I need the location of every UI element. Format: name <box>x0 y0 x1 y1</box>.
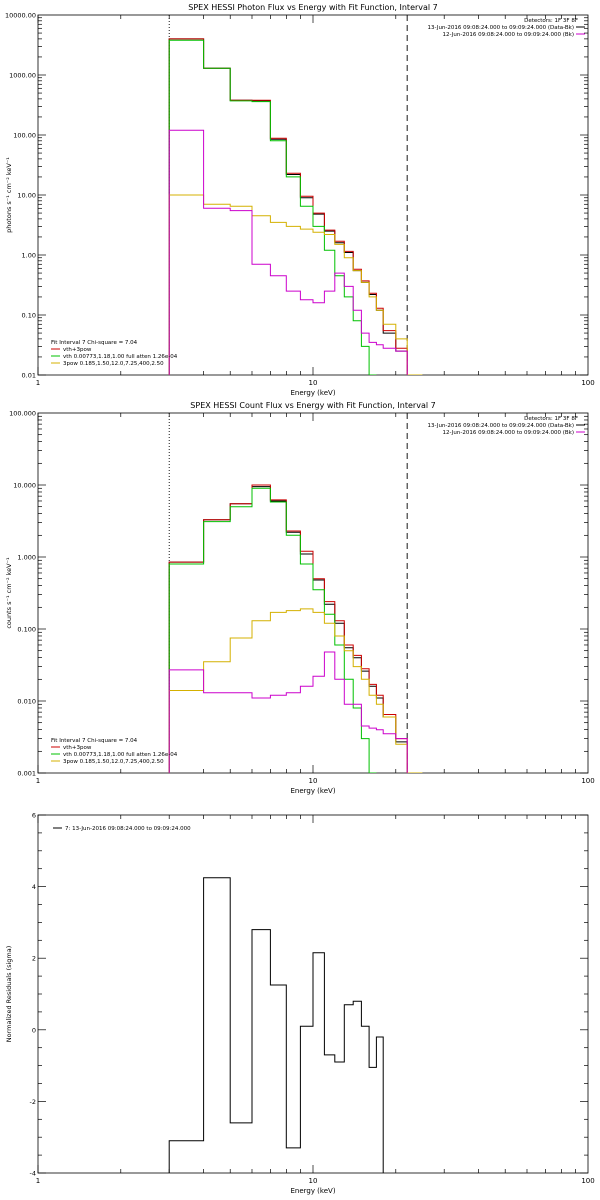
series-line-1 <box>168 877 384 1173</box>
x-tick-label: 1 <box>36 777 40 785</box>
x-tick-label: 10 <box>309 777 318 785</box>
series-line-2 <box>168 38 408 375</box>
x-tick-label: 1 <box>36 379 40 387</box>
y-tick-label: 0 <box>32 1026 36 1034</box>
x-tick-label: 100 <box>581 777 594 785</box>
fit-legend-header: Fit Interval 7 Chi-square = 7.04 <box>51 738 138 744</box>
series-line-5 <box>168 129 408 375</box>
x-tick-label: 10 <box>309 1177 318 1185</box>
series-line-4 <box>168 194 423 375</box>
x-tick-label: 100 <box>581 379 594 387</box>
y-tick-label: 0.010 <box>17 698 36 706</box>
series-line-1 <box>168 486 408 773</box>
y-tick-label: 0.01 <box>22 372 36 380</box>
y-tick-label: 100.000 <box>9 410 36 418</box>
x-tick-label: 1 <box>36 1177 40 1185</box>
fit-legend-entry-label: vth+3pow <box>63 745 92 751</box>
series-line-4 <box>168 608 423 773</box>
fit-legend-header: Fit Interval 7 Chi-square = 7.04 <box>51 340 138 346</box>
y-tick-label: 1.00 <box>22 252 36 260</box>
x-axis-label: Energy (keV) <box>290 389 335 397</box>
series-line-3 <box>168 39 377 375</box>
y-tick-label: 10.000 <box>13 482 36 490</box>
x-tick-label: 10 <box>309 379 318 387</box>
legend-entry-label: 13-Jun-2016 09:08:24.000 to 09:09:24.000… <box>428 423 574 429</box>
y-tick-label: -4 <box>30 1170 36 1178</box>
y-tick-label: -2 <box>30 1098 36 1106</box>
x-axis-label: Energy (keV) <box>290 787 335 795</box>
y-tick-label: 1.000 <box>17 554 36 562</box>
y-tick-label: 0.001 <box>17 770 36 778</box>
legend-entry-label: 12-Jun-2016 09:08:24.000 to 09:09:24.000… <box>442 32 574 38</box>
y-tick-label: 1000.00 <box>9 72 36 80</box>
y-tick-label: 0.10 <box>22 312 36 320</box>
chart-panel-3: 1 10 100 -4 -2 0 2 4 6 Energy (keV) Normalized Res… <box>5 812 595 1196</box>
y-tick-label: 2 <box>32 955 36 963</box>
y-axis-label: counts s⁻¹ cm⁻² keV⁻¹ <box>5 557 13 629</box>
y-axis-label: Normalized Residuals (sigma) <box>5 946 13 1043</box>
series-line-5 <box>168 651 408 773</box>
chart-panel-1: SPEX HESSI Photon Flux vs Energy with Fi… <box>5 3 595 397</box>
legend-header: Detectors: 1F 3F 8F <box>524 416 578 422</box>
y-tick-label: 10000.00 <box>5 12 36 20</box>
y-tick-label: 4 <box>32 883 36 891</box>
plot-frame <box>37 14 589 376</box>
fit-legend-entry-label: vth 0.00773,1.18,1.00 full atten 1.26e-0… <box>63 354 178 360</box>
y-tick-label: 0.100 <box>17 626 36 634</box>
plot-frame <box>37 412 589 774</box>
series-line-3 <box>168 487 377 773</box>
legend-entry-label: 12-Jun-2016 09:08:24.000 to 09:09:24.000… <box>442 430 574 436</box>
fit-legend-entry-label: vth 0.00773,1.18,1.00 full atten 1.26e-0… <box>63 752 178 758</box>
fit-legend-entry-label: 3pow 0.185,1.50,12.0,7.25,400,2.50 <box>63 361 164 367</box>
x-axis-label: Energy (keV) <box>290 1187 335 1195</box>
series-line-2 <box>168 484 408 773</box>
y-axis-label: photons s⁻¹ cm⁻² keV⁻¹ <box>5 157 13 233</box>
chart-title: SPEX HESSI Photon Flux vs Energy with Fi… <box>188 3 438 12</box>
legend-header: Detectors: 1F 3F 8F <box>524 18 578 24</box>
y-tick-label: 100.00 <box>13 132 36 140</box>
legend-entry-label: 13-Jun-2016 09:08:24.000 to 09:09:24.000… <box>428 25 574 31</box>
fit-legend-entry-label: vth+3pow <box>63 347 92 353</box>
chart-panel-2: SPEX HESSI Count Flux vs Energy with Fit… <box>5 401 595 795</box>
y-tick-label: 10.00 <box>17 192 36 200</box>
fit-legend-entry-label: 3pow 0.185,1.50,12.0,7.25,400,2.50 <box>63 759 164 765</box>
y-tick-label: 6 <box>32 812 36 820</box>
legend-entry-label: 7: 13-Jun-2016 09:08:24.000 to 09:09:24.… <box>65 826 191 832</box>
chart-title: SPEX HESSI Count Flux vs Energy with Fit… <box>190 401 435 410</box>
series-line-1 <box>168 38 408 375</box>
x-tick-label: 100 <box>581 1177 594 1185</box>
